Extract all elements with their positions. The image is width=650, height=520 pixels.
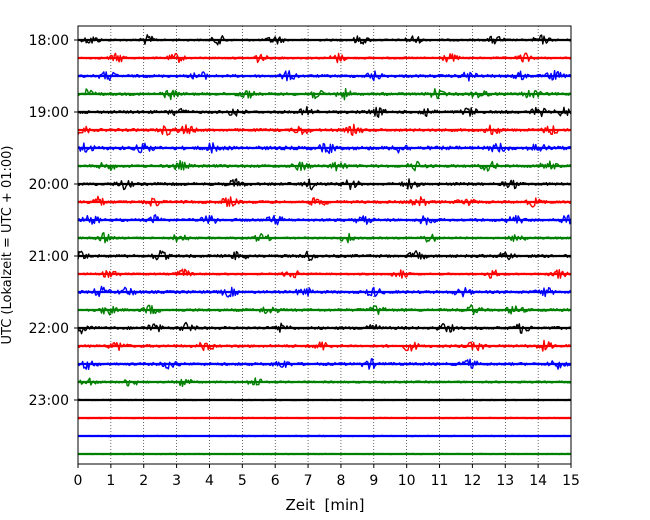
x-tick-label: 9 [369,473,378,489]
x-tick-label: 11 [431,473,449,489]
seismogram-traces [77,34,572,456]
x-tick-label: 2 [139,473,148,489]
x-tick-label: 13 [496,473,514,489]
x-tick-label: 3 [172,473,181,489]
y-tick-label: 23:00 [29,393,69,409]
x-tick-label: 4 [205,473,214,489]
y-tick-label: 18:00 [29,33,69,49]
y-axis-label: UTC (Lokalzeit = UTC + 01:00) [0,146,15,345]
x-axis-label: Zeit [min] [285,496,364,514]
y-tick-label: 20:00 [29,177,69,193]
x-tick-label: 5 [238,473,247,489]
grid-lines [110,26,539,464]
x-tick-label: 6 [271,473,280,489]
y-tick-label: 19:00 [29,105,69,121]
x-tick-label: 7 [304,473,313,489]
y-axis-ticks: 18:00 19:00 20:00 21:00 22:00 23:00 [29,33,78,409]
x-tick-label: 15 [562,473,580,489]
x-tick-label: 8 [336,473,345,489]
x-tick-label: 10 [398,473,416,489]
x-axis-ticks: 0 1 2 3 4 5 6 7 8 9 10 11 12 13 14 15 [74,464,580,489]
y-tick-label: 21:00 [29,249,69,265]
x-tick-label: 0 [74,473,83,489]
plot-frame [77,25,572,465]
x-tick-label: 14 [529,473,547,489]
trace-1930 [77,142,572,155]
x-tick-label: 1 [106,473,115,489]
y-tick-label: 22:00 [29,321,69,337]
x-tick-label: 12 [463,473,481,489]
